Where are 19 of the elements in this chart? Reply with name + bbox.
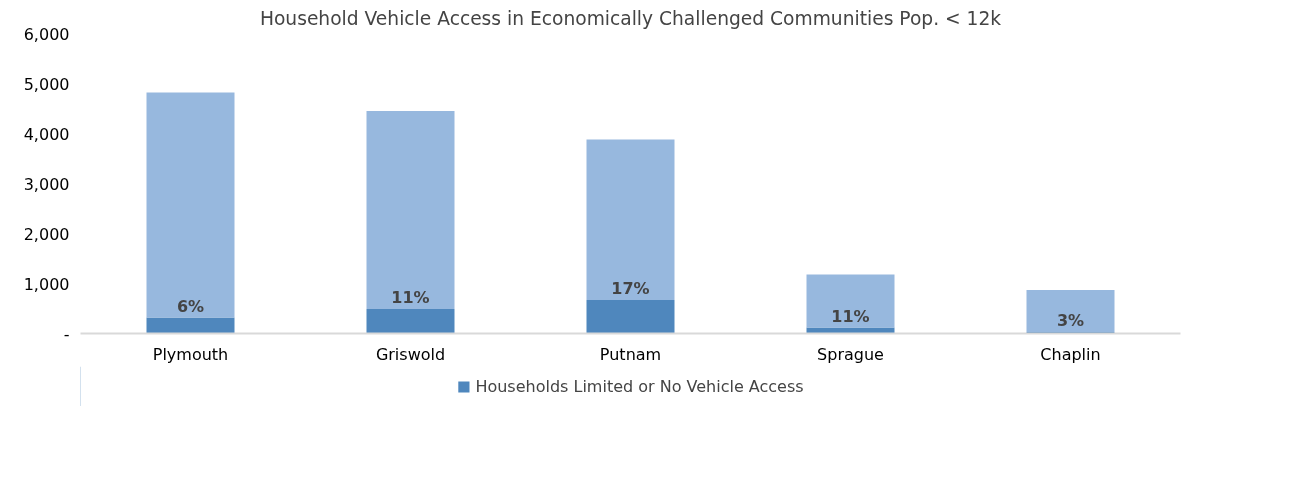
annotation: 17% [611, 279, 650, 298]
x-tick-label: Chaplin [1040, 344, 1101, 364]
y-tick-label: 6,000 [23, 24, 70, 44]
x-tick-label: Sprague [817, 344, 884, 364]
x-tick-label: Griswold [375, 344, 446, 364]
y-tick-label: - [63, 324, 70, 344]
y-tick-label: 1,000 [23, 274, 70, 294]
y-tick-label: 2,000 [23, 224, 70, 244]
y-tick-label: 5,000 [23, 74, 70, 94]
y-tick-label: 3,000 [23, 174, 70, 194]
x-tick-label: Putnam [599, 344, 662, 364]
annotation: 3% [1056, 311, 1085, 330]
y-tick-label: 4,000 [23, 124, 70, 144]
x-tick-label: Plymouth [152, 344, 229, 364]
chart-title: Household Vehicle Access in Economically Challenged Communities Pop. < 12k [259, 7, 1002, 29]
annotation: 11% [391, 288, 430, 307]
annotation: 11% [831, 306, 870, 326]
annotation: 6% [176, 296, 205, 316]
legend-label: Households Limited or No Vehicle Access [475, 376, 804, 396]
